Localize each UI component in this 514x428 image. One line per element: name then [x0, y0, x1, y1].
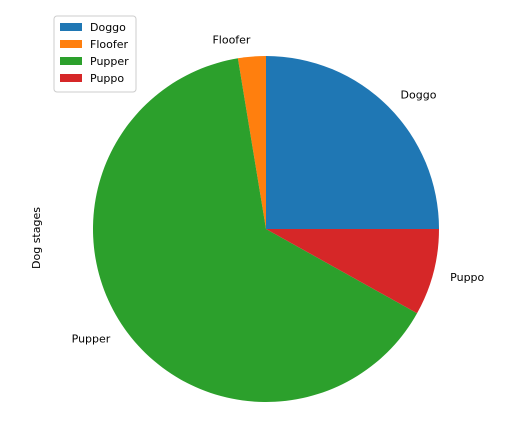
legend-swatch-pupper — [60, 57, 82, 65]
pie-slice-pupper — [92, 58, 418, 402]
pie-label-doggo: Doggo — [401, 88, 437, 101]
legend-label-pupper: Pupper — [90, 55, 129, 68]
legend-swatch-doggo — [60, 23, 82, 31]
legend-label-floofer: Floofer — [90, 38, 128, 51]
pie-slices — [92, 56, 439, 402]
pie-label-pupper: Pupper — [72, 332, 111, 345]
pie-slice-puppo — [266, 229, 439, 314]
legend-label-puppo: Puppo — [90, 72, 124, 85]
pie-slice-floofer — [237, 56, 266, 229]
pie-label-floofer: Floofer — [212, 33, 250, 46]
legend-swatch-floofer — [60, 40, 82, 48]
legend-swatch-puppo — [60, 74, 82, 82]
legend-label-doggo: Doggo — [90, 21, 126, 34]
pie-slice-doggo — [266, 56, 439, 229]
legend: Doggo Floofer Pupper Puppo — [53, 15, 137, 93]
legend-box — [53, 15, 137, 93]
pie-label-puppo: Puppo — [450, 271, 484, 284]
pie-slice-labels: Doggo Floofer Pupper Puppo — [72, 33, 485, 345]
y-axis-label: Dog stages — [30, 207, 43, 269]
